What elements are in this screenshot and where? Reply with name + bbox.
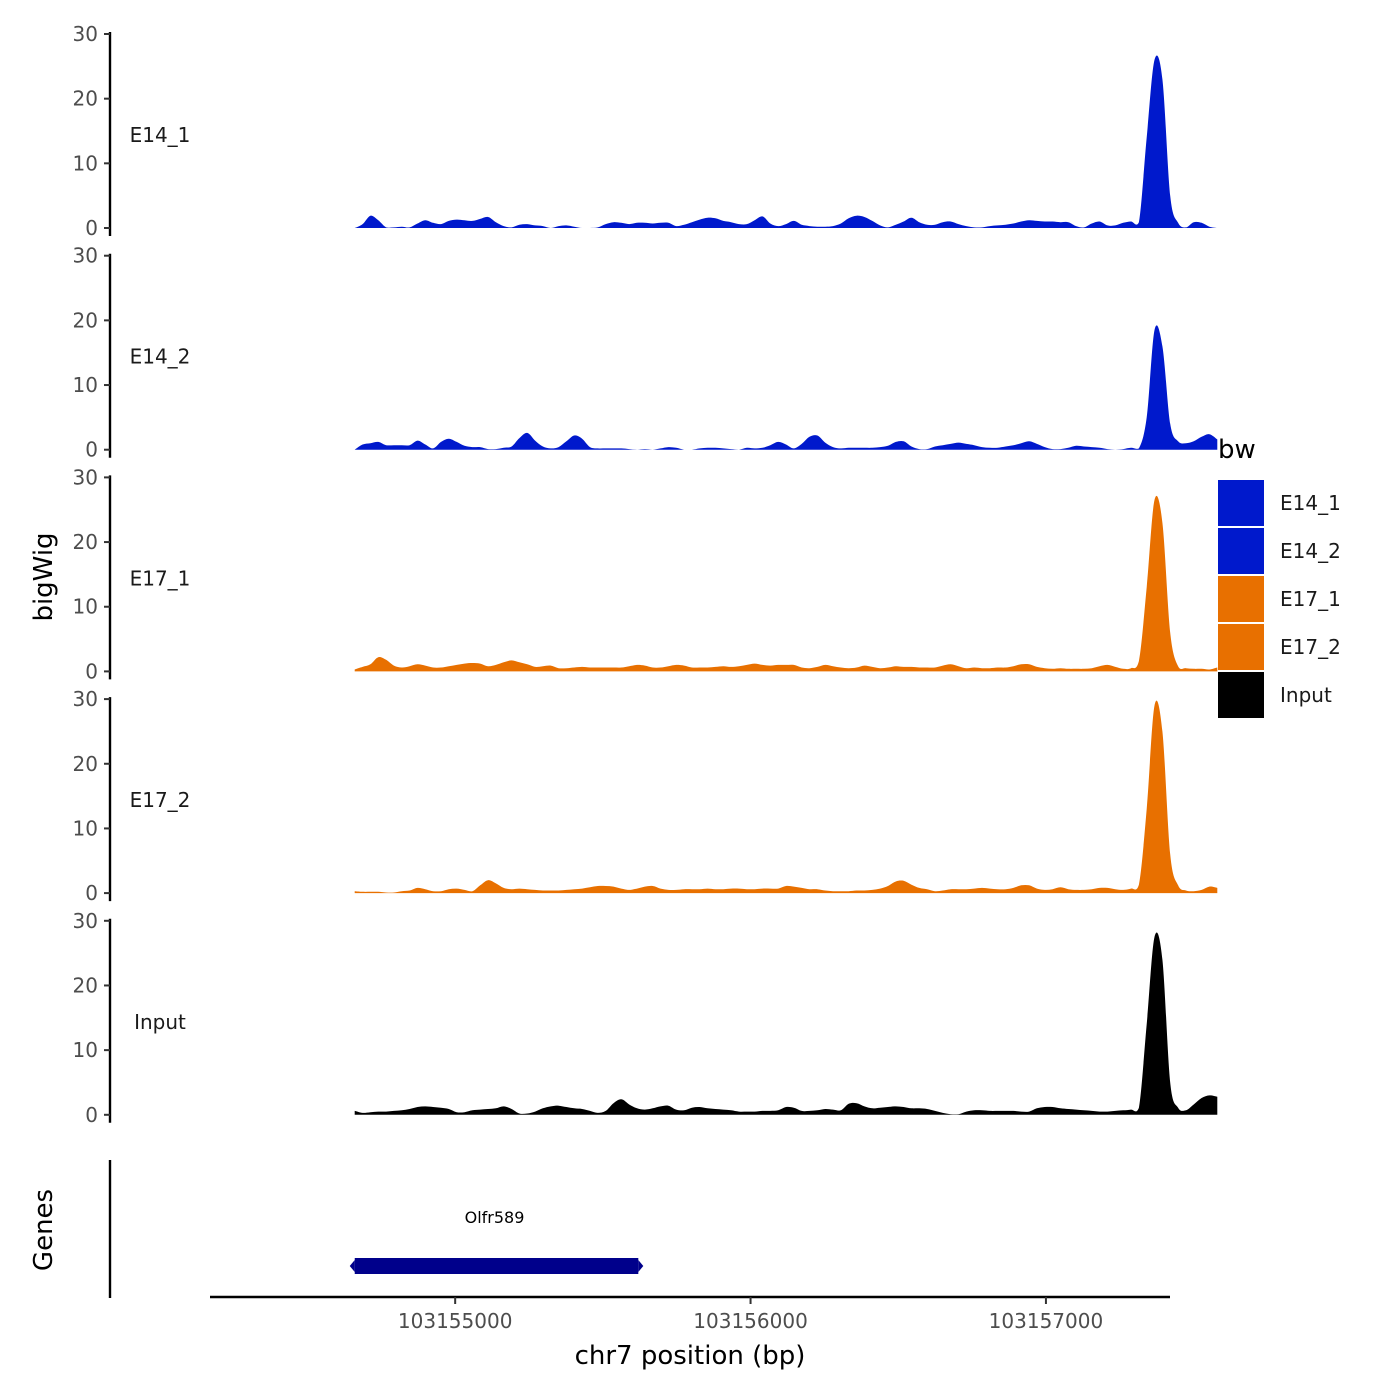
y-tick-label: 10 [73,595,98,619]
genes-track-title: Genes [29,1189,59,1271]
y-tick-label: 10 [73,816,98,840]
track-panel: 0 10 20 30 E14_1 [73,22,1218,240]
signal-area [354,55,1218,229]
legend-entry: E14_2 [1218,528,1341,574]
legend-swatch [1218,480,1264,526]
x-tick-label: 103155000 [398,1309,513,1333]
y-tick-label: 20 [73,308,98,332]
track-panel: 0 10 20 30 Input [73,909,1218,1127]
y-axis-title: bigWig [29,532,59,621]
y-tick-label: 30 [73,909,98,933]
panel-label: E17_2 [130,788,191,812]
panel-label: Input [134,1010,186,1034]
panel-label: E14_2 [130,345,191,369]
x-tick-label: 103156000 [693,1309,808,1333]
y-tick-label: 0 [85,1103,98,1127]
panel-label: E17_1 [130,566,191,590]
gene-track: Olfr589 [108,1160,644,1298]
y-tick-label: 0 [85,438,98,462]
y-tick-label: 10 [73,151,98,175]
y-tick-label: 20 [73,973,98,997]
signal-area [354,325,1218,450]
legend: bw E14_1 E14_2 E17_1 E17_2 Input [1218,435,1341,718]
legend-label: E14_1 [1280,491,1341,515]
legend-swatch [1218,672,1264,718]
signal-area [354,495,1218,672]
legend-label: E14_2 [1280,539,1341,563]
y-tick-label: 0 [85,659,98,683]
signal-area [354,932,1218,1115]
y-tick-label: 30 [73,465,98,489]
y-tick-label: 0 [85,216,98,240]
gene-arrow-icon [349,1260,355,1272]
legend-entry: Input [1218,672,1332,718]
y-tick-label: 10 [73,373,98,397]
y-tick-label: 20 [73,752,98,776]
y-tick-label: 30 [73,22,98,46]
y-tick-label: 10 [73,1038,98,1062]
track-panel: 0 10 20 30 E17_2 [73,687,1218,905]
y-tick-label: 30 [73,687,98,711]
signal-area [354,700,1218,894]
y-tick-label: 20 [73,87,98,111]
legend-entry: E17_1 [1218,576,1341,622]
legend-title: bw [1218,435,1256,465]
x-axis: 103155000 103156000 103157000 [210,1295,1170,1333]
legend-entry: E14_1 [1218,480,1341,526]
legend-label: E17_2 [1280,635,1341,659]
y-tick-label: 30 [73,244,98,268]
x-tick-label: 103157000 [989,1309,1104,1333]
track-panel: 0 10 20 30 E17_1 [73,465,1218,683]
legend-entry: E17_2 [1218,624,1341,670]
legend-label: Input [1280,683,1332,707]
legend-swatch [1218,624,1264,670]
y-tick-label: 20 [73,530,98,554]
legend-label: E17_1 [1280,587,1341,611]
x-axis-title: chr7 position (bp) [575,1341,806,1371]
track-panels: 0 10 20 30 E14_1 0 10 20 30 E14_2 0 10 20 30 E17_1 0 10 2… [73,22,1218,1127]
y-tick-label: 0 [85,881,98,905]
gene-body [354,1258,639,1274]
track-panel: 0 10 20 30 E14_2 [73,244,1218,462]
legend-swatch [1218,528,1264,574]
legend-swatch [1218,576,1264,622]
gene-label: Olfr589 [465,1208,525,1227]
gene-arrow-icon [638,1260,644,1272]
panel-label: E14_1 [130,123,191,147]
